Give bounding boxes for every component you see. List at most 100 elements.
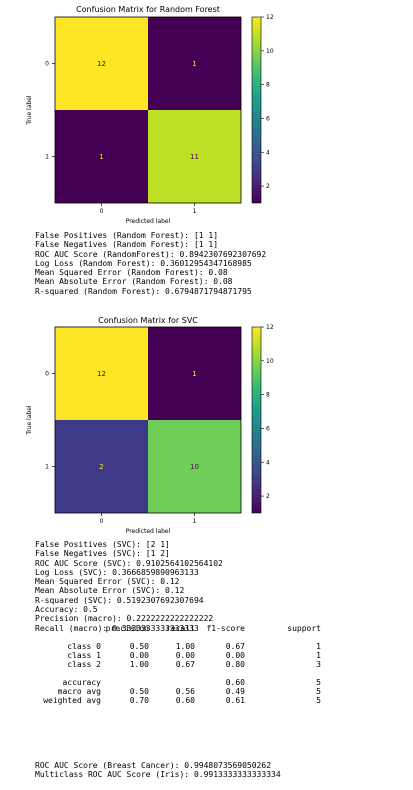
report-cell: 0.00 xyxy=(129,651,149,660)
rf-metrics-output: False Positives (Random Forest): [1 1] Fa… xyxy=(35,231,266,296)
cell-value: 12 xyxy=(97,60,106,68)
report-cell: 0.70 xyxy=(129,696,149,705)
svc-line: Accuracy: 0.5 xyxy=(35,605,98,615)
footer-line: ROC AUC Score (Breast Cancer): 0.9948073… xyxy=(35,761,272,770)
matrix-cell xyxy=(148,327,241,420)
colorbar-tick-label: 4 xyxy=(266,149,270,156)
report-cell: class 1 xyxy=(67,651,101,660)
rf-line: Log Loss (Random Forest): 0.360129543471… xyxy=(35,258,252,268)
svc-metrics-output: False Positives (SVC): [2 1] False Negati… xyxy=(35,540,223,633)
matrix-cell xyxy=(148,110,241,203)
x-tick-label: 1 xyxy=(193,518,197,525)
y-axis-label: True label xyxy=(26,95,33,125)
report-row: class 2 1.00 0.67 0.80 3 xyxy=(35,660,335,669)
cell-value: 2 xyxy=(99,463,103,471)
report-cell: 1 xyxy=(316,642,321,651)
cell-value: 1 xyxy=(192,60,196,68)
report-header-cell: f1-score xyxy=(206,624,245,633)
matrix-cell xyxy=(55,110,148,203)
x-tick-label: 0 xyxy=(100,208,104,215)
rf-line: R-squared (Random Forest): 0.67948717948… xyxy=(35,286,252,296)
svc-line: ROC AUC Score (SVC): 0.9102564102564102 xyxy=(35,558,223,568)
report-cell: 0.61 xyxy=(225,696,245,705)
report-row: class 0 0.50 1.00 0.67 1 xyxy=(35,642,335,651)
rf-line: False Positives (Random Forest): [1 1] xyxy=(35,231,219,240)
plot-frame xyxy=(54,326,242,514)
x-tick-label: 0 xyxy=(100,518,104,525)
report-cell: 0.80 xyxy=(225,660,245,669)
report-cell: 5 xyxy=(316,678,321,687)
matrix-cell xyxy=(148,420,241,513)
report-row: macro avg 0.50 0.56 0.49 5 xyxy=(35,687,335,696)
colorbar-tick-label: 10 xyxy=(266,358,274,365)
report-row: class 1 0.00 0.00 0.00 1 xyxy=(35,651,335,660)
svc-line: Mean Squared Error (SVC): 0.12 xyxy=(35,577,180,587)
report-cell: 0.49 xyxy=(225,687,245,696)
cell-value: 11 xyxy=(190,153,199,161)
report-row: weighted avg 0.70 0.60 0.61 5 xyxy=(35,696,335,705)
rf-line: Mean Squared Error (Random Forest): 0.08 xyxy=(35,268,228,278)
matrix-cell xyxy=(55,420,148,513)
report-cell: macro avg xyxy=(57,687,101,696)
svc-line: Log Loss (SVC): 0.3666859890963133 xyxy=(35,567,199,577)
report-cell: class 2 xyxy=(67,660,101,669)
footer-line: Multiclass ROC AUC Score (Iris): 0.99133… xyxy=(35,770,281,780)
colorbar-tick-label: 6 xyxy=(266,425,270,432)
report-cell: class 0 xyxy=(67,642,101,651)
x-tick-label: 1 xyxy=(193,208,197,215)
x-axis-label: Predicted label xyxy=(126,218,171,225)
report-header-cell: recall xyxy=(166,624,195,633)
matrix-cell xyxy=(55,17,148,110)
report-cell: 1 xyxy=(316,651,321,660)
cell-value: 10 xyxy=(190,463,199,471)
report-cell: 0.50 xyxy=(129,687,149,696)
report-cell: accuracy xyxy=(62,678,101,687)
report-cell: 5 xyxy=(316,687,321,696)
svc-line: False Positives (SVC): [2 1] xyxy=(35,540,170,549)
colorbar-tick-label: 12 xyxy=(266,324,274,331)
matrix-cell xyxy=(148,17,241,110)
colorbar-tick-label: 6 xyxy=(266,115,270,122)
y-axis-label: True label xyxy=(26,405,33,435)
report-cell: 3 xyxy=(316,660,321,669)
report-cell: 0.00 xyxy=(175,651,195,660)
report-cell: 1.00 xyxy=(175,642,195,651)
colorbar-tick-label: 4 xyxy=(266,459,270,466)
report-cell: 0.50 xyxy=(129,642,149,651)
report-cell: 0.56 xyxy=(175,687,195,696)
svc-line: Recall (macro): 0.3333333333333333 xyxy=(35,623,199,633)
rf-line: False Negatives (Random Forest): [1 1] xyxy=(35,240,219,250)
rf-line: Mean Absolute Error (Random Forest): 0.0… xyxy=(35,277,233,287)
colorbar xyxy=(251,326,262,514)
y-tick-label: 1 xyxy=(45,464,49,471)
y-tick-label: 1 xyxy=(45,154,49,161)
x-axis-label: Predicted label xyxy=(126,528,171,535)
svc-line: Mean Absolute Error (SVC): 0.12 xyxy=(35,586,185,596)
report-header: precision recall f1-score support xyxy=(35,624,335,633)
matrix-cell xyxy=(55,327,148,420)
report-header-cell: support xyxy=(287,624,321,633)
report-cell: 0.00 xyxy=(225,651,245,660)
colorbar-tick-label: 12 xyxy=(266,14,274,21)
colorbar xyxy=(251,16,262,204)
rf-chart-title: Confusion Matrix for Random Forest xyxy=(76,5,220,14)
report-cell: 0.67 xyxy=(225,642,245,651)
y-tick-label: 0 xyxy=(45,371,49,378)
svc-line: False Negatives (SVC): [1 2] xyxy=(35,549,170,559)
report-header-cell: precision xyxy=(105,624,149,633)
report-cell: 0.67 xyxy=(175,660,195,669)
svc-line: Precision (macro): 0.2222222222222222 xyxy=(35,614,214,624)
y-tick-label: 0 xyxy=(45,61,49,68)
report-cell: weighted avg xyxy=(43,696,101,705)
cell-value: 1 xyxy=(192,370,196,378)
colorbar-tick-label: 10 xyxy=(266,48,274,55)
cell-value: 1 xyxy=(99,153,103,161)
colorbar-tick-label: 8 xyxy=(266,82,270,89)
svc-chart-title: Confusion Matrix for SVC xyxy=(98,316,198,325)
rf-line: ROC AUC Score (RandomForest): 0.89423076… xyxy=(35,249,267,259)
auc-summary-output: ROC AUC Score (Breast Cancer): 0.9948073… xyxy=(35,761,281,780)
cell-value: 12 xyxy=(97,370,106,378)
report-cell: 0.60 xyxy=(175,696,195,705)
